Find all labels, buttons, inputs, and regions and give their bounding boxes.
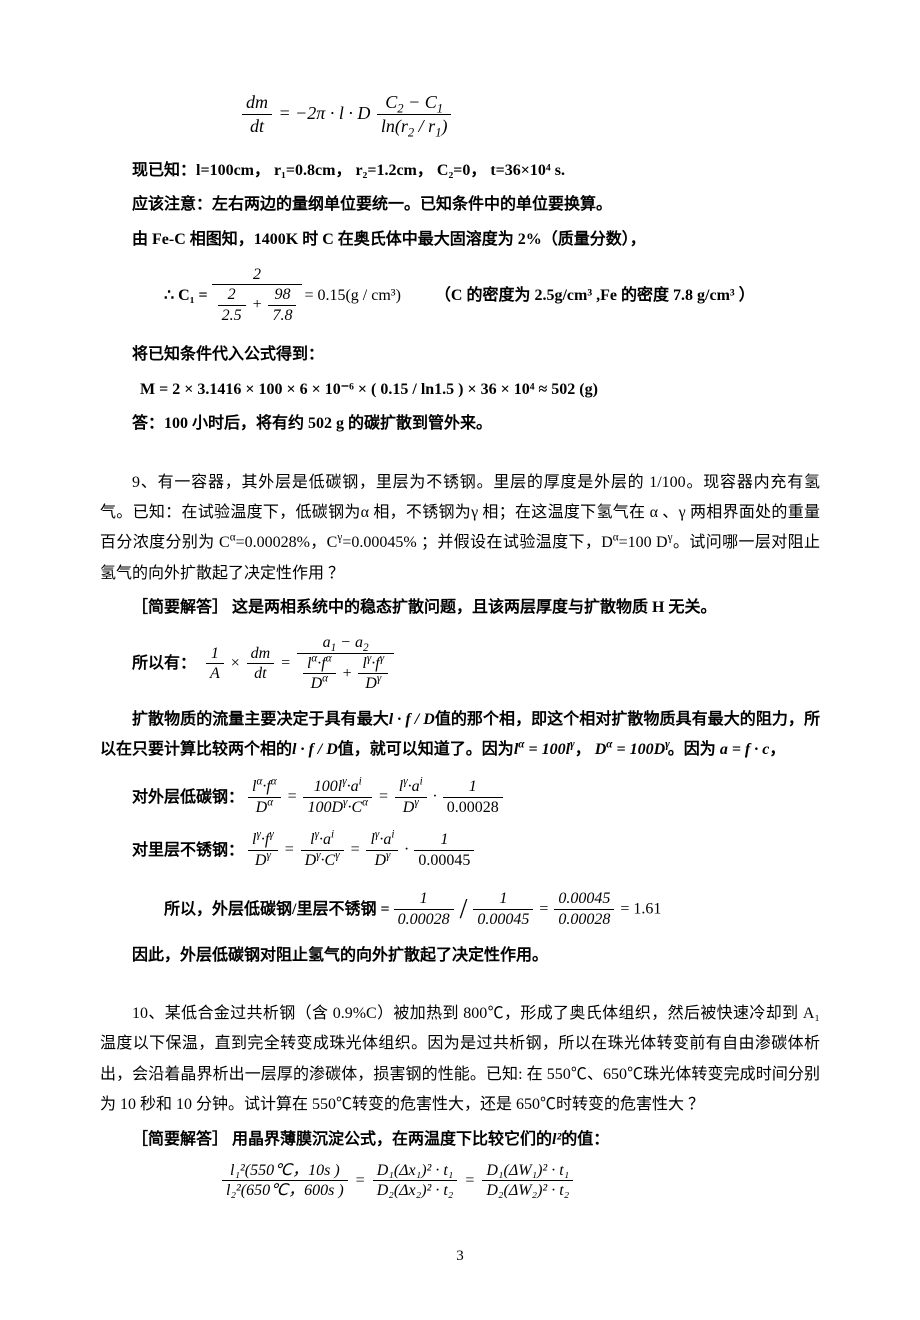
q9-answer-intro: ［简要解答］ 这是两相系统中的稳态扩散问题，且该两层厚度与扩散物质 H 无关。	[100, 593, 820, 623]
page-number: 3	[100, 1242, 820, 1271]
q9-text: 9、有一容器，其外层是低碳钢，里层为不锈钢。里层的厚度是外层的 1/100。现容…	[100, 468, 820, 590]
answer-8: 答：100 小时后，将有约 502 g 的碳扩散到管外来。	[100, 409, 820, 439]
eq-inner-layer: 对里层不锈钢： lγ·fγDγ = lγ·aiDγ·Cγ = lγ·aiDγ ·…	[100, 830, 820, 871]
c1-density-note: （C 的密度为 2.5g/cm³ ,Fe 的密度 7.8 g/cm³ ）	[435, 281, 755, 311]
c1-prefix: ∴ C₁ =	[164, 281, 208, 311]
q9-explain: 扩散物质的流量主要决定于具有最大l · f / D值的那个相，即这个相对扩散物质…	[100, 705, 820, 766]
unit-note: 应该注意：左右两边的量纲单位要统一。已知条件中的单位要换算。	[100, 190, 820, 220]
q10-text: 10、某低合金过共析钢（含 0.9%C）被加热到 800℃，形成了奥氏体组织，然…	[100, 999, 820, 1121]
fec-note: 由 Fe-C 相图知，1400K 时 C 在奥氏体中最大固溶度为 2%（质量分数…	[100, 225, 820, 255]
q10-answer-intro: ［简要解答］ 用晶界薄膜沉淀公式，在两温度下比较它们的l²的值：	[100, 1125, 820, 1155]
known-values: 现已知：l=100cm， r₁=0.8cm， r₂=1.2cm， C₂=0， t…	[100, 156, 820, 186]
eq-c1: ∴ C₁ = 2 22.5 + 987.8 = 0.15(g / cm³) （C…	[132, 265, 820, 326]
eq-dm-dt: dmdt = −2π · l · D C2 − C1ln(r2 / r1)	[240, 92, 820, 138]
eq-M: M = 2 × 3.1416 × 100 × 6 × 10⁻⁶ × ( 0.15…	[100, 375, 820, 405]
q9-conclusion: 因此，外层低碳钢对阻止氢气的向外扩散起了决定性作用。	[100, 941, 820, 971]
eq-ratio: 所以，外层低碳钢/里层不锈钢 = 10.00028 / 10.00045 = 0…	[132, 883, 820, 936]
eq-outer-layer: 对外层低碳钢： lα·fαDα = 100lγ·ai100Dγ·Cα = lγ·…	[100, 777, 820, 818]
substitute-label: 将已知条件代入公式得到：	[100, 340, 820, 370]
q9-flux-eq: 所以有： 1A × dmdt = a1 − a2 lα·fαDα + lγ·fγ…	[100, 633, 820, 694]
eq-q10: l₁²(550℃，10s ) l₂²(650℃，600s ) = D₁(Δx₁)…	[220, 1161, 820, 1202]
c1-result: = 0.15(g / cm³)	[304, 281, 400, 311]
